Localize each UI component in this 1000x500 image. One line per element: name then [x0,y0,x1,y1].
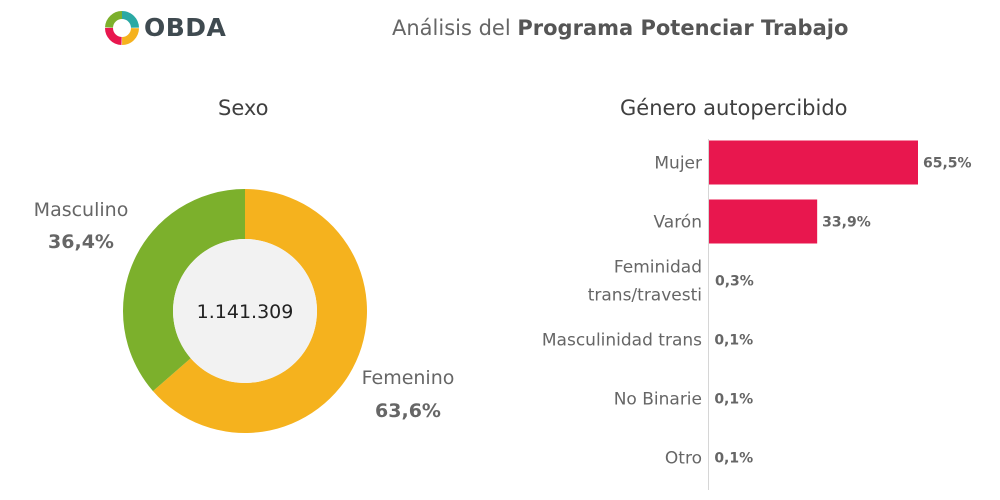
slice-value-masculino: 36,4% [48,231,114,253]
sex-chart-title: Sexo [218,96,269,120]
bar-0 [709,140,918,185]
donut-slice-masculino [123,189,245,392]
header: OBDA Análisis del Programa Potenciar Tra… [0,0,1000,60]
obda-logo[interactable]: OBDA [104,10,234,46]
donut-total-label: 1.141.309 [197,301,294,323]
obda-logo-icon [105,11,139,45]
page-title-program: Programa Potenciar Trabajo [517,16,849,40]
page-title-prefix: Análisis del [392,16,518,40]
bar-value-label: 0,1% [714,451,753,467]
bar-value-label: 0,1% [714,333,753,349]
donut-center [173,239,317,383]
bar-category-label: Masculinidad trans [542,331,702,351]
bar-category-label: Feminidad [614,258,702,278]
bar-value-label: 0,1% [714,392,753,408]
bar-value-label: 65,5% [923,156,972,172]
donut-slice-femenino [152,189,368,434]
bar-category-label: Varón [653,213,702,233]
page-title: Análisis del Programa Potenciar Trabajo [392,16,848,40]
bar-category-label: Mujer [654,154,702,174]
bar-category-label: No Binarie [614,390,702,410]
logo-text: OBDA [144,13,227,42]
slice-value-femenino: 63,6% [375,400,441,422]
slice-label-masculino: Masculino [34,199,129,221]
bar-category-label: trans/travesti [588,286,702,306]
bar-value-label: 0,3% [715,274,754,290]
bar-value-label: 33,9% [822,215,871,231]
bar-category-label: Otro [665,449,702,469]
slice-label-femenino: Femenino [362,367,455,389]
bar-1 [709,199,818,244]
gender-chart-title: Género autopercibido [620,96,848,120]
